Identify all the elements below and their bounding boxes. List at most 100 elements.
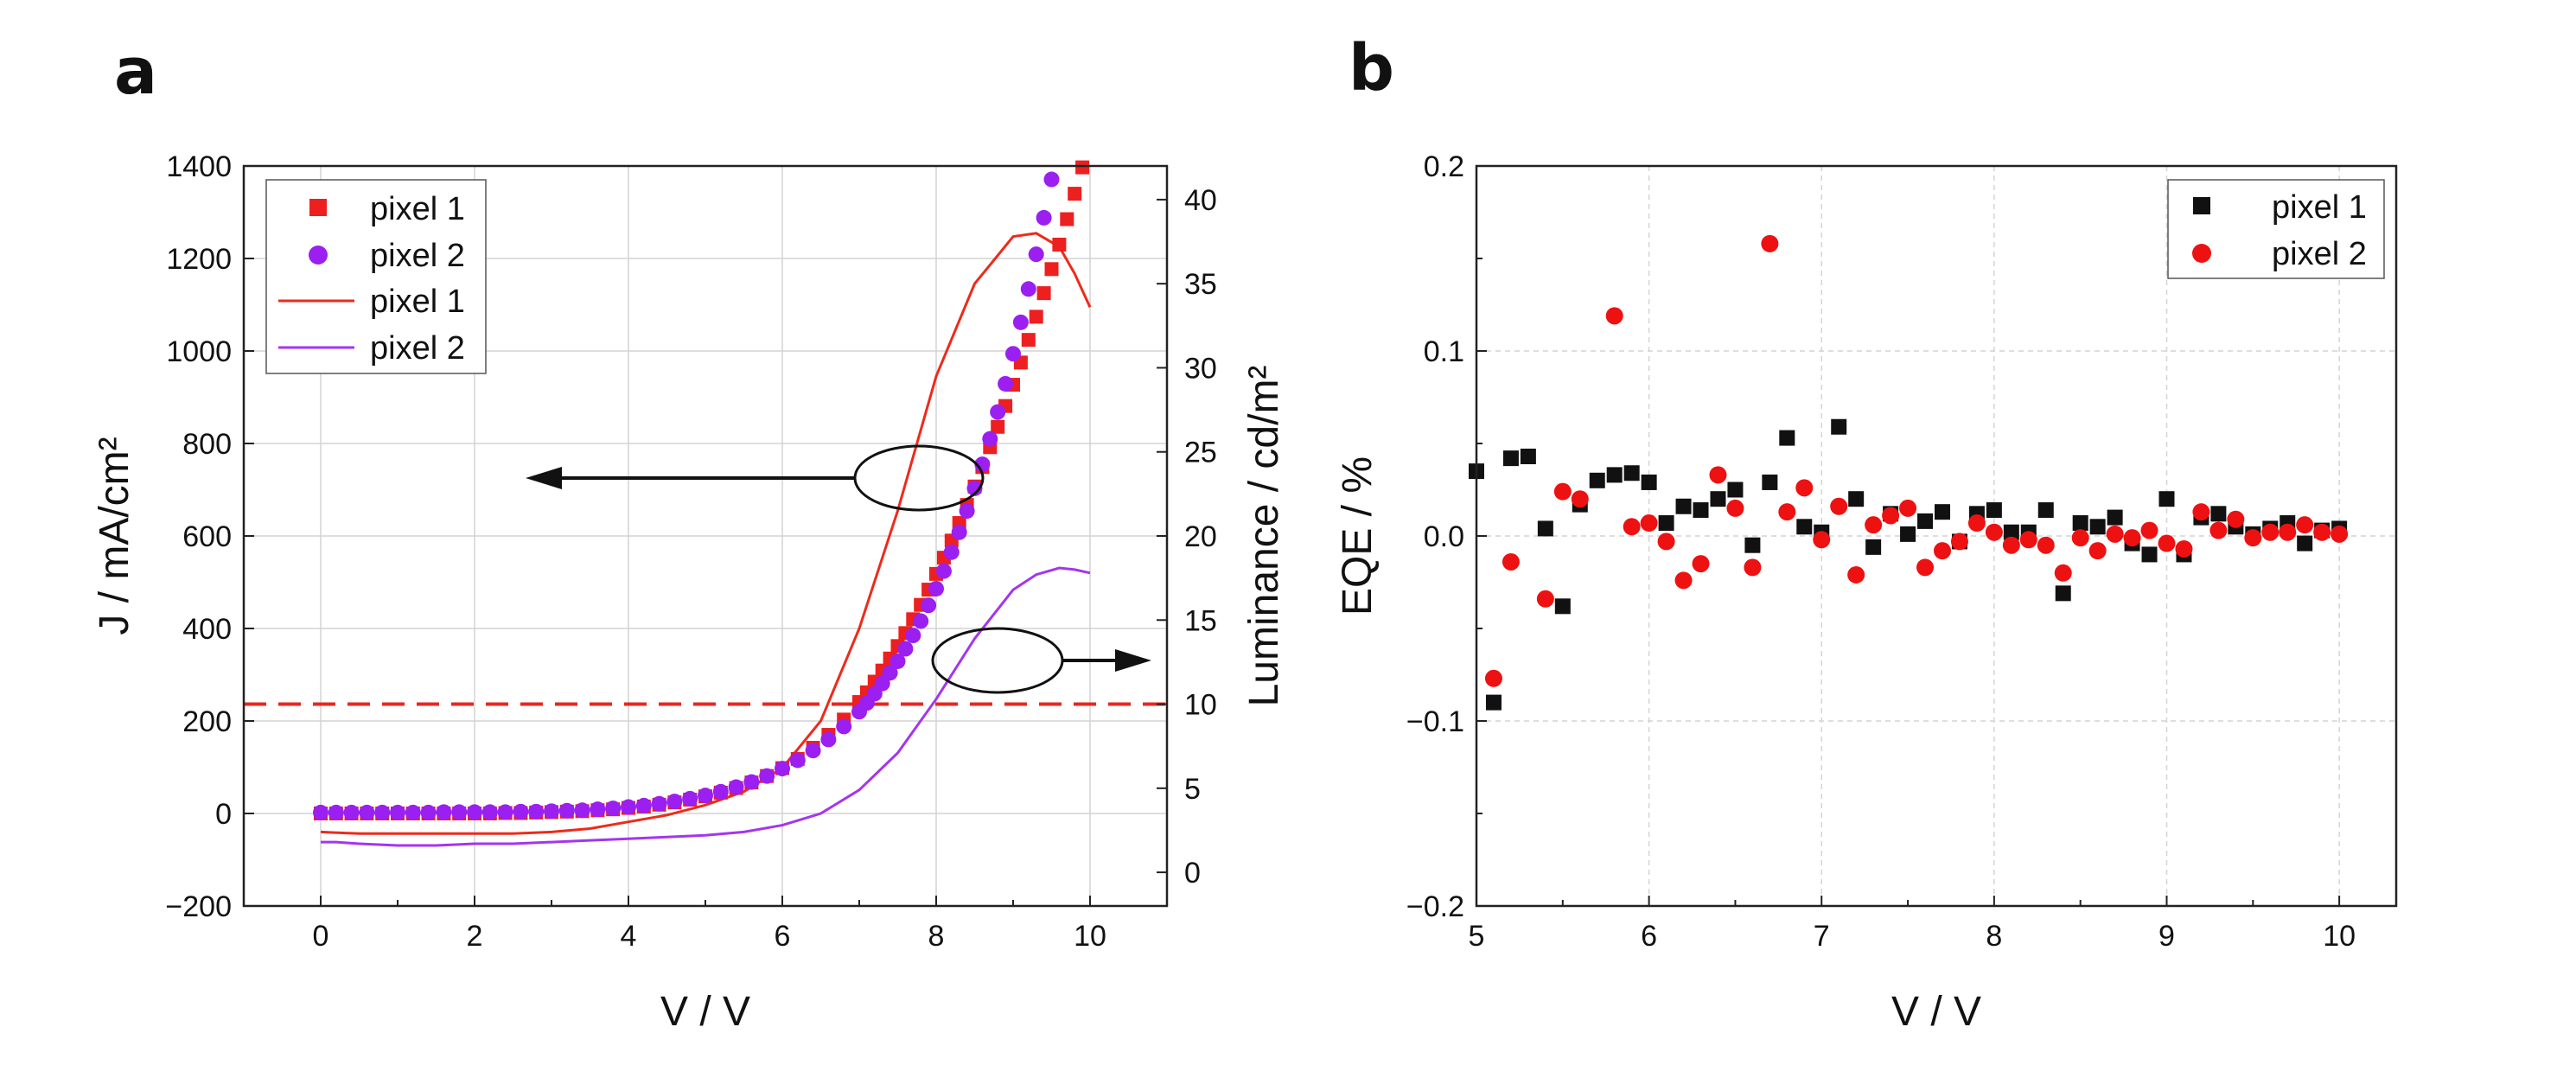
j-point-pixel-2: [959, 503, 975, 520]
eqe-point-pixel-2: [2002, 536, 2020, 554]
eqe-point-pixel-1: [2072, 515, 2088, 532]
j-point-pixel-2: [990, 404, 1006, 420]
y2-tick-label: 0: [1184, 857, 1201, 890]
j-point-pixel-2: [1020, 281, 1036, 297]
eqe-point-pixel-2: [2123, 529, 2141, 547]
j-point-pixel-2: [820, 731, 837, 748]
eqe-point-pixel-2: [1623, 518, 1641, 536]
legend-a-circle-icon: [309, 246, 328, 265]
eqe-point-pixel-2: [2088, 542, 2107, 560]
j-point-pixel-2: [343, 804, 360, 820]
panel-b-markers: [1469, 234, 2349, 711]
eqe-point-pixel-2: [2313, 523, 2331, 541]
y-tick-label: 200: [182, 705, 232, 738]
j-point-pixel-2: [913, 613, 929, 629]
eqe-point-pixel-2: [1865, 516, 1883, 534]
eqe-point-pixel-2: [1726, 499, 1744, 517]
luminance-line-pixel-1: [320, 232, 1092, 835]
j-point-pixel-2: [1028, 246, 1044, 263]
y-tick-label: 0.2: [1424, 150, 1464, 183]
eqe-point-pixel-2: [2106, 525, 2124, 543]
eqe-point-pixel-1: [2003, 524, 2019, 540]
luminance-line-pixel-2: [321, 566, 1091, 847]
eqe-point-pixel-1: [1831, 418, 1847, 435]
j-point-pixel-2: [605, 801, 622, 817]
j-point-pixel-2: [682, 790, 698, 807]
j-point-pixel-2: [390, 804, 405, 820]
eqe-point-pixel-2: [1761, 234, 1779, 252]
y-tick-label: −200: [165, 890, 232, 923]
eqe-point-pixel-1: [1848, 491, 1865, 507]
eqe-point-pixel-1: [1762, 474, 1778, 490]
eqe-point-pixel-2: [2037, 536, 2055, 554]
eqe-point-pixel-1: [1658, 515, 1674, 532]
panel-b-ticks: 5 6 7 8 9 10 −0.2 −0.1 0.0 0.1 0.2: [1406, 150, 2356, 953]
eqe-point-pixel-2: [1882, 507, 1900, 525]
j-point-pixel-2: [481, 804, 498, 820]
eqe-point-pixel-1: [2089, 519, 2106, 535]
panel-a-annotation-right: [931, 627, 1151, 694]
eqe-point-pixel-2: [2279, 523, 2297, 541]
y-tick-label: 1000: [166, 335, 232, 368]
j-point-pixel-2: [467, 804, 482, 820]
j-point-pixel-2: [374, 804, 391, 820]
j-point-pixel-1: [991, 419, 1005, 434]
y-tick-label: −0.1: [1406, 705, 1464, 738]
j-point-pixel-2: [621, 799, 636, 815]
legend-b-label-1: pixel 1: [2272, 189, 2367, 226]
eqe-point-pixel-2: [1553, 482, 1572, 501]
j-point-pixel-2: [982, 431, 998, 447]
j-point-pixel-2: [328, 804, 344, 820]
y-tick-label: 1400: [166, 150, 232, 183]
legend-b-circle-icon: [2192, 244, 2211, 263]
eqe-point-pixel-2: [2209, 521, 2228, 539]
eqe-point-pixel-1: [2037, 502, 2054, 519]
eqe-point-pixel-1: [1606, 467, 1623, 483]
x-tick-label: 10: [2323, 920, 2356, 953]
eqe-point-pixel-1: [2297, 535, 2313, 552]
eqe-point-pixel-2: [2296, 516, 2314, 534]
arrow-right-icon: [1115, 649, 1151, 672]
panel-b-ylabel: EQE / %: [1335, 456, 1380, 616]
eqe-point-pixel-2: [2227, 510, 2245, 528]
j-point-pixel-2: [882, 665, 898, 681]
j-point-pixel-2: [313, 804, 328, 820]
legend-a-label-2: pixel 2: [370, 238, 465, 274]
legend-a-label-4: pixel 2: [370, 330, 465, 367]
j-point-pixel-1: [1060, 212, 1074, 226]
j-point-pixel-2: [558, 802, 575, 819]
eqe-point-pixel-1: [1934, 504, 1950, 520]
eqe-point-pixel-1: [1779, 430, 1795, 446]
y-tick-label: 0: [215, 798, 232, 831]
eqe-point-pixel-1: [1641, 474, 1657, 490]
eqe-point-pixel-2: [1657, 533, 1675, 551]
j-point-pixel-2: [666, 794, 683, 810]
j-point-pixel-2: [635, 797, 652, 813]
y2-tick-label: 5: [1184, 773, 1201, 806]
eqe-point-pixel-1: [1986, 502, 2002, 519]
x-tick-label: 8: [928, 920, 945, 953]
eqe-point-pixel-2: [2071, 529, 2089, 547]
j-point-pixel-2: [966, 480, 983, 496]
j-point-pixel-2: [943, 544, 960, 560]
legend-a-label-1: pixel 1: [370, 191, 465, 227]
panel-label-b: b: [1349, 31, 1394, 105]
eqe-point-pixel-2: [1813, 531, 1831, 549]
eqe-point-pixel-1: [1744, 537, 1761, 553]
eqe-point-pixel-2: [2158, 534, 2176, 552]
legend-a-square-icon: [309, 199, 327, 216]
y-tick-label: 600: [182, 520, 232, 553]
eqe-point-pixel-1: [2158, 491, 2175, 507]
x-tick-label: 8: [1986, 920, 2002, 953]
eqe-point-pixel-2: [1967, 514, 1986, 533]
j-point-pixel-2: [905, 628, 921, 644]
j-point-pixel-1: [1029, 309, 1043, 324]
eqe-point-pixel-1: [1727, 482, 1744, 498]
x-tick-label: 6: [775, 920, 791, 953]
panel-label-a: a: [114, 35, 157, 109]
eqe-point-pixel-2: [1778, 503, 1796, 521]
j-point-pixel-2: [574, 802, 590, 819]
legend-a-label-3: pixel 1: [370, 284, 465, 320]
eqe-point-pixel-2: [1692, 555, 1710, 573]
eqe-point-pixel-2: [1830, 497, 1848, 515]
